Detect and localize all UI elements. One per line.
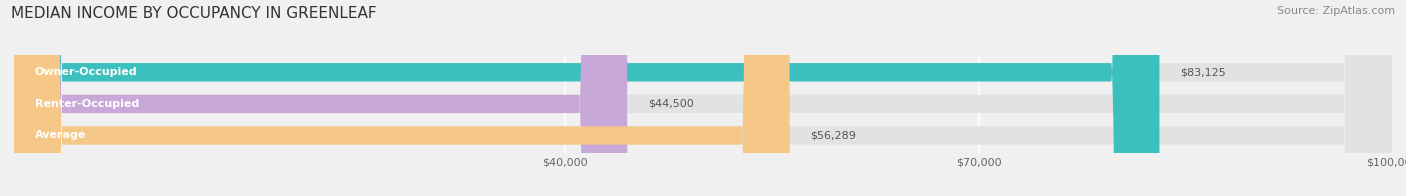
FancyBboxPatch shape xyxy=(14,0,1392,196)
Text: Average: Average xyxy=(35,131,86,141)
FancyBboxPatch shape xyxy=(14,0,1160,196)
Text: $56,289: $56,289 xyxy=(810,131,856,141)
Text: $83,125: $83,125 xyxy=(1180,67,1226,77)
Text: Owner-Occupied: Owner-Occupied xyxy=(35,67,138,77)
FancyBboxPatch shape xyxy=(14,0,627,196)
FancyBboxPatch shape xyxy=(14,0,1392,196)
FancyBboxPatch shape xyxy=(14,0,1392,196)
Text: MEDIAN INCOME BY OCCUPANCY IN GREENLEAF: MEDIAN INCOME BY OCCUPANCY IN GREENLEAF xyxy=(11,6,377,21)
Text: $44,500: $44,500 xyxy=(648,99,693,109)
FancyBboxPatch shape xyxy=(14,0,790,196)
Text: Renter-Occupied: Renter-Occupied xyxy=(35,99,139,109)
Text: Source: ZipAtlas.com: Source: ZipAtlas.com xyxy=(1277,6,1395,16)
